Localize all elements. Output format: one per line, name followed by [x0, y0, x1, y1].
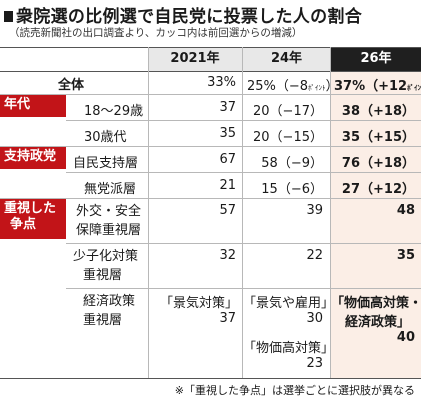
age18-26: 38（+18） [341, 104, 415, 119]
grid-vline [242, 47, 243, 378]
grid-vline [148, 47, 149, 378]
econ-2021-topic: 「景気対策」 [160, 296, 239, 311]
ldp-26: 76（+18） [341, 156, 415, 171]
header-26: 26年 [331, 47, 421, 71]
row-label-foreign: 外交・安全 保障重視層 [76, 204, 142, 238]
row-label-ldp: 自民支持層 [73, 156, 139, 171]
econ-26-topic1: 「物価高対策・ [331, 296, 421, 311]
grid-vline [330, 47, 331, 378]
header-2021: 2021年 [148, 47, 242, 71]
foreign-2021: 57 [219, 203, 236, 218]
section-label-issue: 重視した 争点 [0, 199, 66, 239]
age30-24: 20（−15） [253, 130, 323, 145]
row-label-child: 少子化対策 重視層 [73, 249, 139, 283]
age18-24: 20（−17） [253, 104, 323, 119]
grid-line [66, 243, 421, 244]
subtitle: （読売新聞社の出口調査より、カッコ内は前回選からの増減） [9, 27, 303, 39]
title-square-icon [4, 11, 13, 22]
footnote: ※「重視した争点」は選挙ごとに選択肢が異なる [174, 384, 415, 397]
econ-24: 30 [306, 311, 323, 326]
age18-2021: 37 [219, 100, 236, 115]
ldp-2021: 67 [219, 152, 236, 167]
grid-line [66, 288, 421, 289]
section-label-age: 年代 [0, 95, 66, 117]
header-24: 24年 [243, 47, 330, 71]
ldp-24: 58（−9） [261, 156, 323, 171]
econ-2021: 37 [219, 311, 236, 326]
econ-24b: 23 [306, 356, 323, 371]
section-label-party: 支持政党 [0, 147, 66, 169]
grid-line [0, 94, 421, 95]
total-26: 37%（+12ﾎﾟｲﾝﾄ） [334, 79, 421, 94]
grid-line [66, 172, 421, 173]
row-label-total: 全体 [58, 78, 85, 93]
age30-2021: 35 [219, 126, 236, 141]
indep-26: 27（+12） [341, 182, 415, 197]
highlight-column-26 [331, 71, 421, 379]
foreign-24: 39 [306, 203, 323, 218]
grid-line [0, 146, 421, 147]
econ-24-topic2: 「物価高対策」 [243, 341, 335, 356]
row-label-indep: 無党派層 [84, 182, 137, 197]
grid-line-header [0, 71, 421, 72]
econ-26: 40 [396, 330, 415, 345]
grid-line [66, 120, 421, 121]
child-2021: 32 [219, 248, 236, 263]
row-label-age30: 30歳代 [84, 130, 127, 145]
row-label-age18: 18～29歳 [84, 104, 144, 119]
total-2021: 33% [207, 75, 236, 90]
econ-26-topic2: 経済政策」 [345, 315, 411, 330]
indep-24: 15（−6） [261, 182, 323, 197]
total-24: 25%（−8ﾎﾟｲﾝﾄ） [247, 79, 339, 94]
grid-line-bottom [0, 378, 421, 379]
grid-line [0, 198, 421, 199]
indep-2021: 21 [219, 178, 236, 193]
econ-24-topic: 「景気や雇用」 [243, 296, 335, 311]
foreign-26: 48 [396, 203, 415, 218]
child-26: 35 [396, 248, 415, 263]
page-title: 衆院選の比例選で自民党に投票した人の割合 [4, 2, 362, 27]
age30-26: 35（+15） [341, 130, 415, 145]
grid-line-top [0, 47, 421, 48]
row-label-econ: 経済政策 重視層 [83, 294, 136, 328]
child-24: 22 [306, 248, 323, 263]
